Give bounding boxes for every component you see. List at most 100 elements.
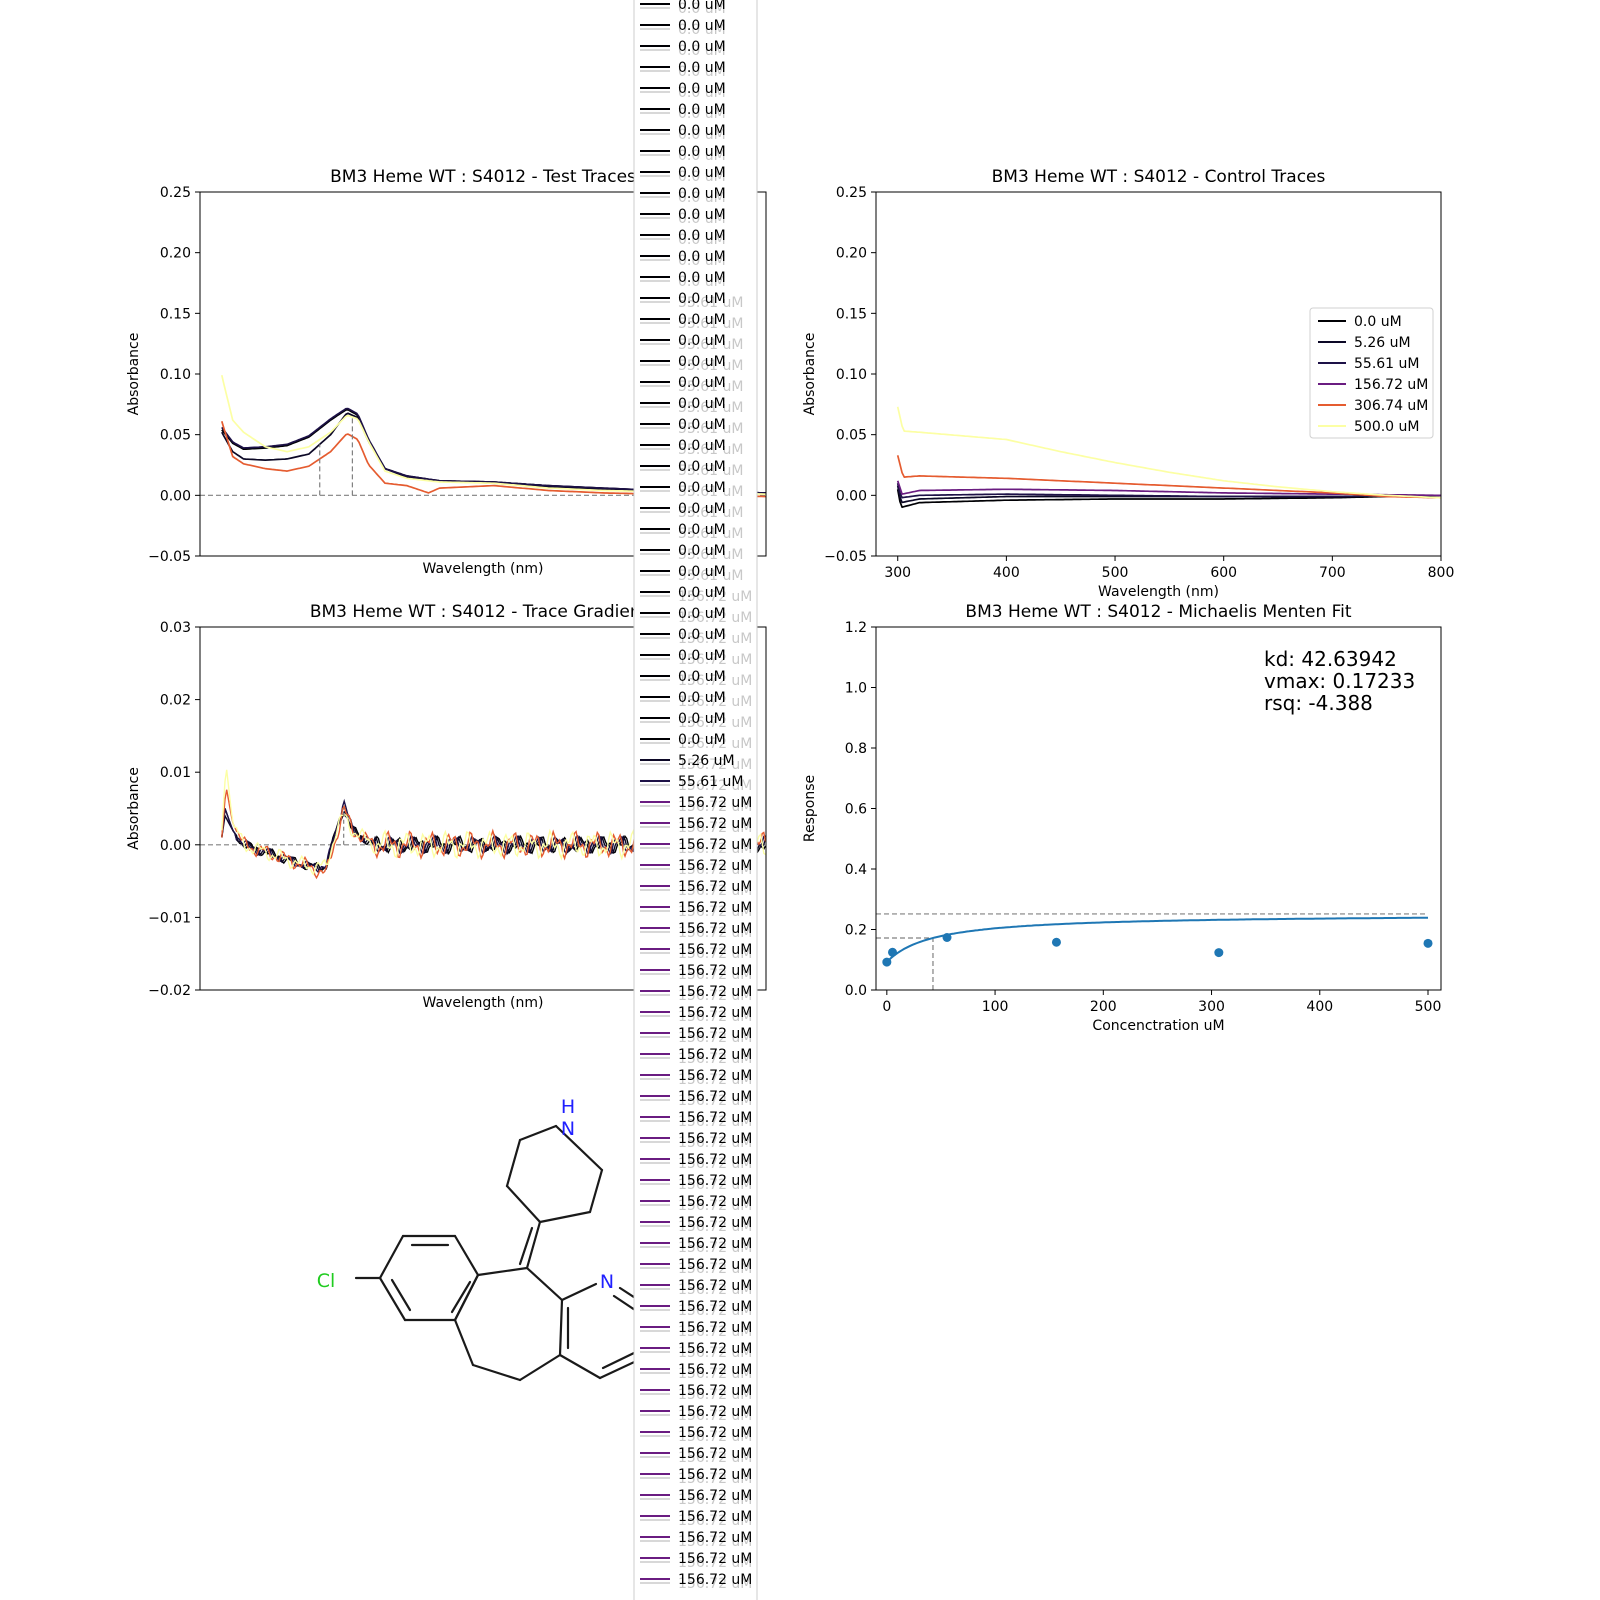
overflow-legend-label: 156.72 uM bbox=[678, 879, 752, 895]
overflow-legend-ghost-label: 156.72 uM bbox=[678, 988, 752, 1004]
y-tick-label: 0.05 bbox=[160, 428, 191, 444]
overflow-legend-label: 0.0 uM bbox=[678, 18, 726, 34]
y-axis-label: Response bbox=[802, 775, 818, 842]
molecule-structure: H N N Cl bbox=[317, 1096, 648, 1382]
x-tick-label: 300 bbox=[1198, 999, 1225, 1015]
x-tick-label: 0 bbox=[882, 999, 891, 1015]
overflow-legend-ghost-label: 156.72 uM bbox=[678, 631, 752, 647]
x-axis-label: Wavelength (nm) bbox=[423, 561, 544, 577]
y-tick-label: 0.00 bbox=[160, 488, 191, 504]
overflow-legend-label: 0.0 uM bbox=[678, 228, 726, 244]
overflow-legend-ghost-label: 156.72 uM bbox=[678, 1093, 752, 1109]
overflow-legend-label: 0.0 uM bbox=[678, 501, 726, 517]
x-tick-label: 200 bbox=[1090, 999, 1117, 1015]
overflow-legend-label: 156.72 uM bbox=[678, 858, 752, 874]
overflow-legend-label: 0.0 uM bbox=[678, 291, 726, 307]
overflow-legend-ghost-label: 55.61 uM bbox=[678, 400, 743, 416]
y-axis-label: Absorbance bbox=[802, 333, 818, 416]
atom-cl: Cl bbox=[317, 1270, 336, 1292]
overflow-legend-ghost-label: 0.0 uM bbox=[678, 43, 726, 59]
y-tick-label: 0.8 bbox=[845, 741, 867, 757]
overflow-legend-ghost-label: 156.72 uM bbox=[678, 1114, 752, 1130]
chart-title: BM3 Heme WT : S4012 - Trace Gradients bbox=[310, 602, 656, 622]
bond-aromatic bbox=[450, 1280, 472, 1314]
overflow-legend-ghost-label: 156.72 uM bbox=[678, 862, 752, 878]
overflow-legend-ghost-label: 156.72 uM bbox=[678, 694, 752, 710]
y-axis-label: Absorbance bbox=[126, 333, 142, 416]
series-line bbox=[896, 489, 1441, 509]
overflow-legend-ghost-label: 55.61 uM bbox=[678, 379, 743, 395]
bond bbox=[505, 1184, 542, 1224]
overflow-legend-label: 156.72 uM bbox=[678, 1047, 752, 1063]
overflow-legend-label: 156.72 uM bbox=[678, 942, 752, 958]
bond bbox=[554, 1124, 604, 1172]
axes-frame bbox=[875, 626, 1442, 991]
overflow-legend-ghost-label: 156.72 uM bbox=[678, 1429, 752, 1445]
overflow-legend-label: 156.72 uM bbox=[678, 1404, 752, 1420]
legend: 0.0 uM 5.26 uM 55.61 uM 156.72 uM 306.74 uM 5… bbox=[1309, 307, 1434, 439]
overflow-legend-label: 156.72 uM bbox=[678, 837, 752, 853]
overflow-legend-label: 156.72 uM bbox=[678, 1572, 752, 1588]
y-axis-label: Absorbance bbox=[126, 767, 142, 850]
x-tick-label: 500 bbox=[1415, 999, 1442, 1015]
overflow-legend-label: 156.72 uM bbox=[678, 1320, 752, 1336]
overflow-legend-ghost-label: 55.61 uM bbox=[678, 463, 743, 479]
data-point bbox=[1423, 938, 1433, 948]
x-tick-label: 500 bbox=[1102, 565, 1129, 581]
y-tick-label: 0.00 bbox=[160, 838, 191, 854]
overflow-legend-label: 0.0 uM bbox=[678, 39, 726, 55]
fit-annotation: kd: 42.63942 bbox=[1264, 647, 1397, 671]
overflow-legend-label: 0.0 uM bbox=[678, 669, 726, 685]
bond bbox=[560, 1282, 598, 1302]
overflow-legend-label: 0.0 uM bbox=[678, 333, 726, 349]
overflow-legend-label: 5.26 uM bbox=[678, 753, 735, 769]
overflow-legend-ghost-label: 156.72 uM bbox=[678, 736, 752, 752]
overflow-legend-ghost-label: 156.72 uM bbox=[678, 610, 752, 626]
overflow-legend-label: 0.0 uM bbox=[678, 627, 726, 643]
overflow-legend-label: 0.0 uM bbox=[678, 480, 726, 496]
overflow-legend-ghost-label: 156.72 uM bbox=[678, 799, 752, 815]
overflow-legend-label: 0.0 uM bbox=[678, 585, 726, 601]
y-tick-label: 0.10 bbox=[160, 367, 191, 383]
x-axis-label: Concenctration uM bbox=[1092, 1018, 1224, 1034]
overflow-legend-label: 156.72 uM bbox=[678, 1530, 752, 1546]
y-tick-label: 1.0 bbox=[845, 681, 867, 697]
overflow-legend-ghost-label: 0.0 uM bbox=[678, 1, 726, 17]
overflow-legend-label: 0.0 uM bbox=[678, 270, 726, 286]
bond bbox=[453, 1273, 480, 1322]
overflow-legend-label: 156.72 uM bbox=[678, 1341, 752, 1357]
data-point bbox=[1214, 948, 1224, 958]
y-tick-label: 1.2 bbox=[845, 620, 867, 636]
overflow-legend-ghost-label: 0.0 uM bbox=[678, 127, 726, 143]
panel-control-traces: BM3 Heme WT : S4012 - Control Traces 0.25… bbox=[802, 167, 1454, 600]
y-tick-label: 0.15 bbox=[836, 306, 867, 322]
y-tick-label: 0.10 bbox=[836, 367, 867, 383]
overflow-legend-ghost-label: 156.72 uM bbox=[678, 967, 752, 983]
y-tick-label: 0.4 bbox=[845, 862, 867, 878]
overflow-legend-label: 156.72 uM bbox=[678, 1488, 752, 1504]
overflow-legend-label: 0.0 uM bbox=[678, 102, 726, 118]
overflow-legend-label: 0.0 uM bbox=[678, 522, 726, 538]
y-tick-label: −0.02 bbox=[148, 983, 191, 999]
bond bbox=[453, 1318, 475, 1367]
overflow-legend-label: 0.0 uM bbox=[678, 417, 726, 433]
overflow-legend-label: 156.72 uM bbox=[678, 1068, 752, 1084]
bond bbox=[453, 1234, 480, 1277]
overflow-legend-label: 0.0 uM bbox=[678, 165, 726, 181]
data-point bbox=[942, 933, 952, 943]
bond bbox=[518, 1353, 562, 1382]
overflow-legend-box bbox=[633, 0, 758, 1600]
y-tick-label: 0.20 bbox=[160, 246, 191, 262]
chart-title: BM3 Heme WT : S4012 - Control Traces bbox=[992, 167, 1326, 187]
overflow-legend-ghost-label: 156.72 uM bbox=[678, 1324, 752, 1340]
overflow-legend-ghost-label: 55.61 uM bbox=[678, 421, 743, 437]
y-tick-label: 0.20 bbox=[836, 246, 867, 262]
overflow-legend-label: 156.72 uM bbox=[678, 921, 752, 937]
overflow-legend-label: 0.0 uM bbox=[678, 0, 726, 13]
overflow-legend-label: 156.72 uM bbox=[678, 816, 752, 832]
overflow-legend-ghost-label: 0.0 uM bbox=[678, 232, 726, 248]
y-tick-label: −0.05 bbox=[824, 549, 867, 565]
overflow-legend-ghost-label: 156.72 uM bbox=[678, 757, 752, 773]
x-axis-label: Wavelength (nm) bbox=[1098, 584, 1219, 600]
x-tick-label: 800 bbox=[1428, 565, 1455, 581]
